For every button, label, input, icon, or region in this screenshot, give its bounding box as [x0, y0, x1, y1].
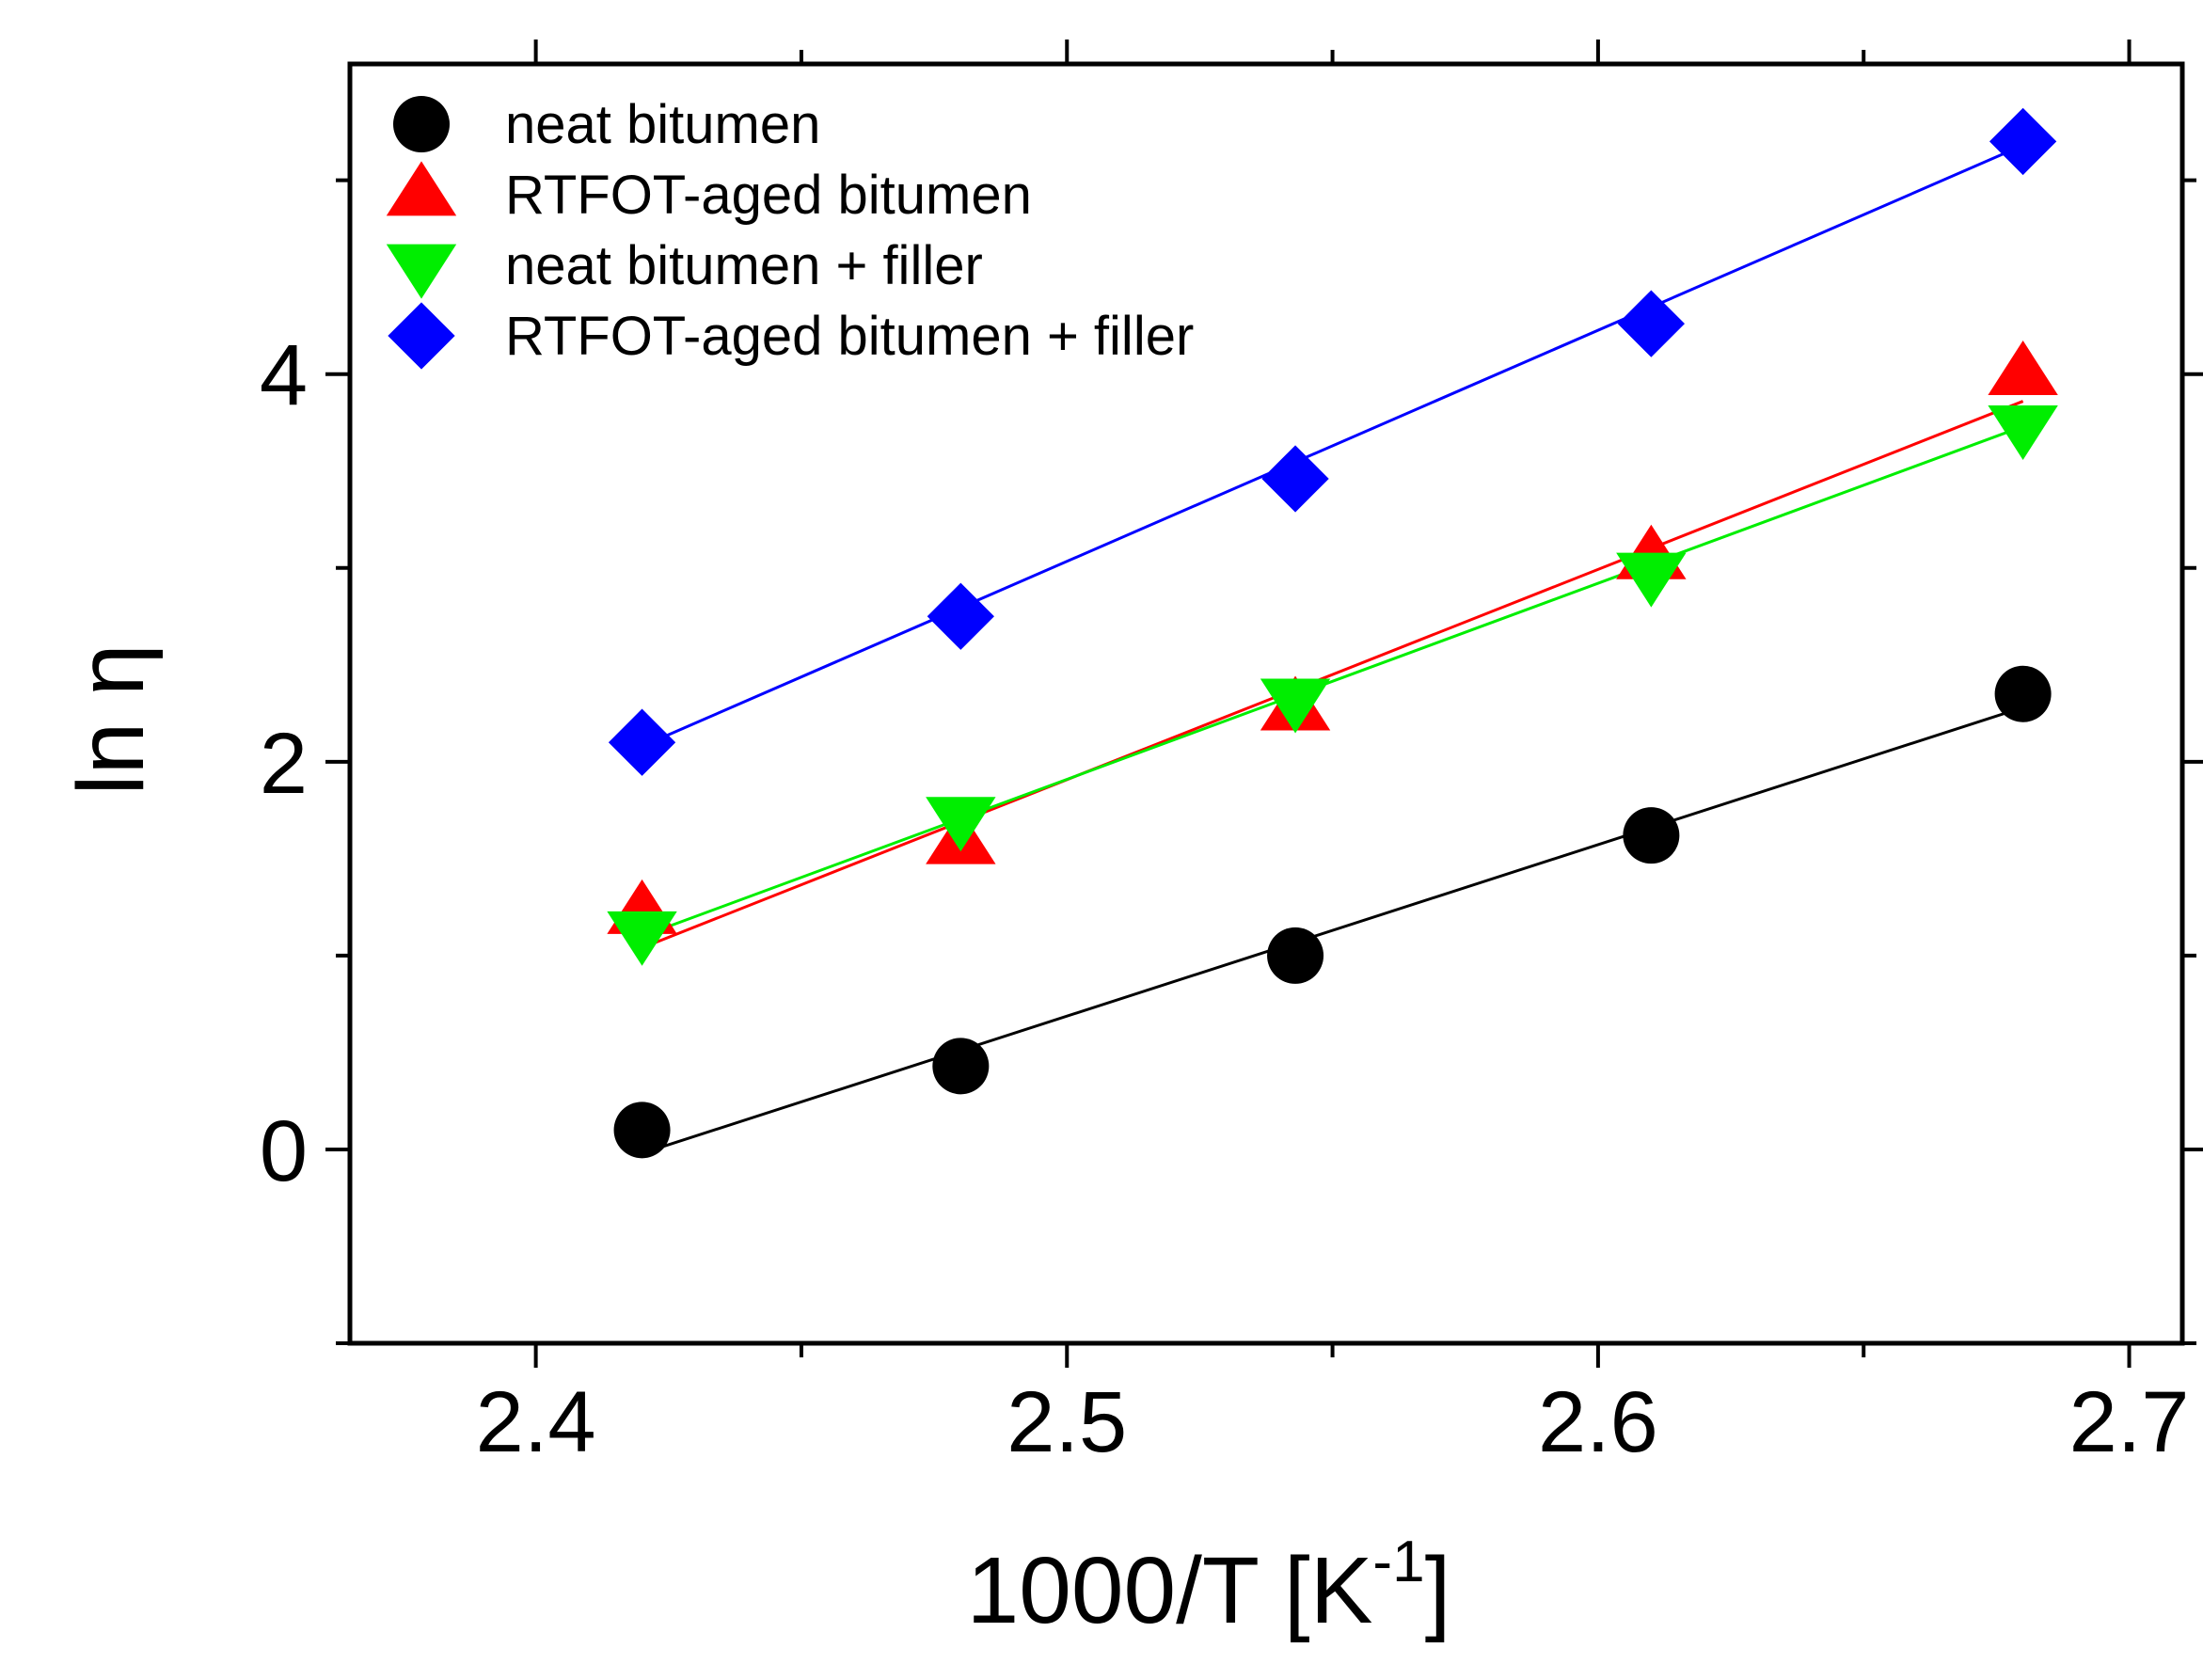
fit-line-neat-bitumen-filler	[642, 424, 2024, 938]
legend-label-neat-bitumen-filler: neat bitumen + filler	[505, 235, 983, 296]
legend-label-rtfot-aged-bitumen-filler: RTFOT-aged bitumen + filler	[505, 306, 1194, 367]
plot-frame-layer	[347, 61, 2185, 1346]
point-rtfot-aged-bitumen-filler	[927, 582, 994, 650]
legend-marker-neat-bitumen	[393, 96, 450, 152]
x-tick-label: 2.4	[476, 1374, 596, 1470]
point-neat-bitumen-filler	[926, 797, 996, 852]
x-tick-label: 2.6	[1538, 1374, 1658, 1470]
point-neat-bitumen-filler	[607, 911, 677, 966]
y-tick-label: 0	[260, 1103, 308, 1199]
x-tick-label: 2.7	[2069, 1374, 2190, 1470]
point-rtfot-aged-bitumen-filler	[1989, 107, 2057, 176]
fit-line-rtfot-aged-bitumen	[641, 400, 2024, 950]
point-rtfot-aged-bitumen-filler	[1617, 290, 1686, 357]
plot-frame	[347, 61, 2185, 1346]
point-neat-bitumen	[613, 1102, 671, 1159]
x-tick-label: 2.5	[1006, 1374, 1127, 1470]
x-axis-title: 1000/T [K-1]	[967, 1529, 1451, 1643]
fit-line-neat-bitumen	[642, 705, 2024, 1155]
fit-line-rtfot-aged-bitumen-filler	[641, 144, 2024, 748]
axis-ticks: 2.4 2.5 2.6 2.7 0 2 4	[260, 40, 2203, 1470]
legend: neat bitumen RTFOT-aged bitumen neat bitum…	[386, 94, 1194, 370]
data-points	[607, 107, 2058, 1159]
legend-label-rtfot-aged-bitumen: RTFOT-aged bitumen	[505, 165, 1032, 226]
point-rtfot-aged-bitumen-filler	[1261, 445, 1329, 513]
point-rtfot-aged-bitumen	[1988, 341, 2058, 396]
point-neat-bitumen	[1267, 927, 1324, 984]
y-tick-label: 4	[260, 328, 308, 424]
y-axis-title: ln η	[58, 643, 164, 795]
point-neat-bitumen-filler	[1988, 405, 2058, 460]
point-neat-bitumen	[932, 1038, 990, 1095]
point-neat-bitumen	[1994, 665, 2052, 722]
legend-label-neat-bitumen: neat bitumen	[505, 94, 820, 155]
fit-lines	[641, 144, 2024, 1155]
point-rtfot-aged-bitumen-filler	[608, 708, 676, 776]
point-neat-bitumen-filler	[1260, 678, 1331, 734]
legend-marker-neat-bitumen-filler	[386, 244, 457, 299]
point-neat-bitumen	[1623, 807, 1680, 864]
legend-marker-rtfot-aged-bitumen	[386, 161, 457, 216]
y-tick-label: 2	[260, 716, 308, 812]
legend-marker-rtfot-aged-bitumen-filler	[388, 302, 455, 370]
point-neat-bitumen-filler	[1616, 552, 1687, 608]
